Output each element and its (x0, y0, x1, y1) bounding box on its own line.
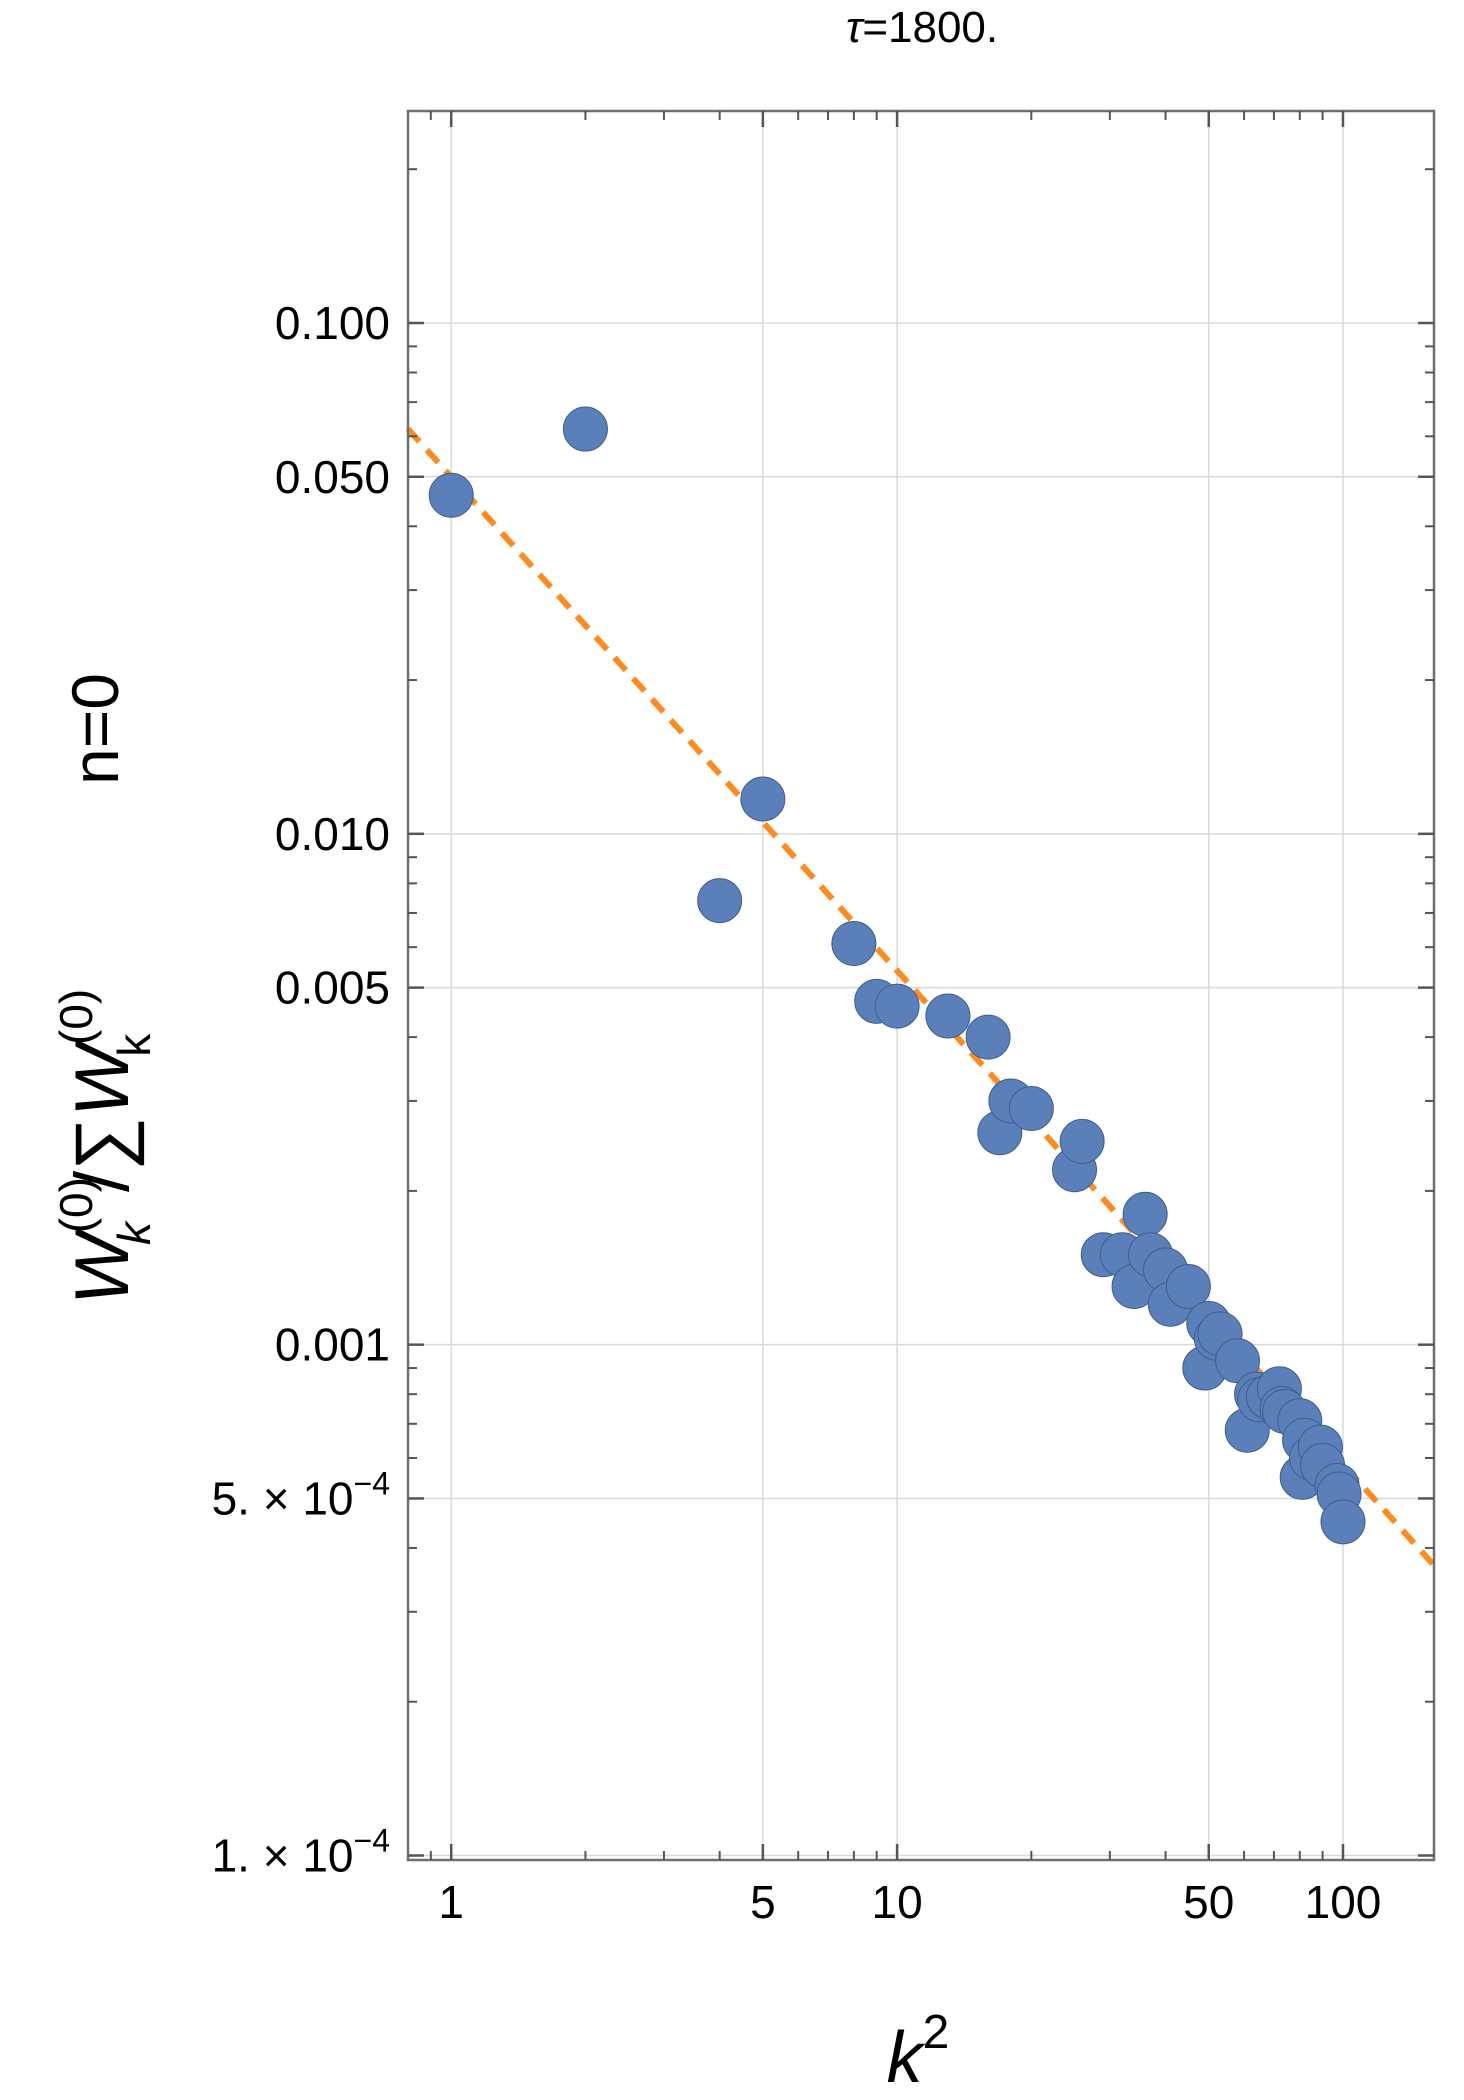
y-w1: W (60, 1227, 145, 1305)
data-point (925, 993, 971, 1039)
y-w2-sup: (0) (50, 989, 102, 1045)
data-point (562, 406, 608, 452)
x-axis-exponent: 2 (923, 2006, 950, 2059)
data-point (874, 983, 920, 1029)
y-sep: /∑ (60, 1117, 145, 1192)
data-point (1008, 1085, 1054, 1131)
data-point (831, 920, 877, 966)
tick-labels: 1 5 10 50 100 0.100 0.050 0.010 0.005 0.001 5. × 1… (212, 297, 1382, 1928)
x-axis-variable: k (887, 2018, 927, 2098)
x-tick-label: 50 (1183, 1876, 1234, 1928)
y-w2: W (60, 1039, 145, 1117)
x-axis-title: k2 (887, 2006, 950, 2098)
y-tick-label: 5. × 10−4 (212, 1465, 390, 1524)
y-axis-title-main: W(0)k/∑W(0)k (50, 989, 160, 1305)
y-axis-title-n: n=0 (58, 673, 132, 785)
y-tick-label-exponent: −4 (354, 1823, 390, 1859)
axis-ticks (408, 111, 1434, 1860)
data-point (1165, 1263, 1211, 1309)
x-tick-label: 100 (1305, 1876, 1382, 1928)
title-symbol: τ (846, 3, 865, 52)
x-tick-label: 1 (438, 1876, 464, 1928)
y-tick-label: 0.005 (275, 962, 390, 1014)
data-point (740, 776, 786, 822)
plot-frame (406, 109, 1436, 1862)
data-point (697, 878, 743, 924)
y-tick-label-base: 5. × 10 (212, 1472, 354, 1524)
y-tick-label: 1. × 10−4 (212, 1823, 390, 1882)
title-value: =1800. (862, 3, 998, 52)
data-point (965, 1014, 1011, 1060)
y-tick-label: 0.050 (275, 451, 390, 503)
y-tick-label-exponent: −4 (354, 1465, 390, 1501)
data-point (1122, 1191, 1168, 1237)
x-tick-label: 10 (872, 1876, 923, 1928)
y-tick-label-base: 1. × 10 (212, 1830, 354, 1882)
y-w1-sub: k (108, 1220, 160, 1245)
y-tick-label: 0.010 (275, 808, 390, 860)
x-tick-label: 5 (750, 1876, 776, 1928)
y-tick-label: 0.001 (275, 1319, 390, 1371)
data-points (428, 406, 1366, 1545)
y-w1-sup: (0) (50, 1177, 102, 1233)
data-point (1320, 1499, 1366, 1545)
data-point (1059, 1118, 1105, 1164)
y-w2-sub: k (108, 1033, 160, 1057)
chart-title: τ=1800. (846, 3, 998, 52)
grid-lines (408, 111, 1434, 1860)
y-axis-title: W(0)k/∑W(0)k n=0 (50, 673, 160, 1305)
data-point (428, 472, 474, 518)
y-tick-label: 0.100 (275, 297, 390, 349)
